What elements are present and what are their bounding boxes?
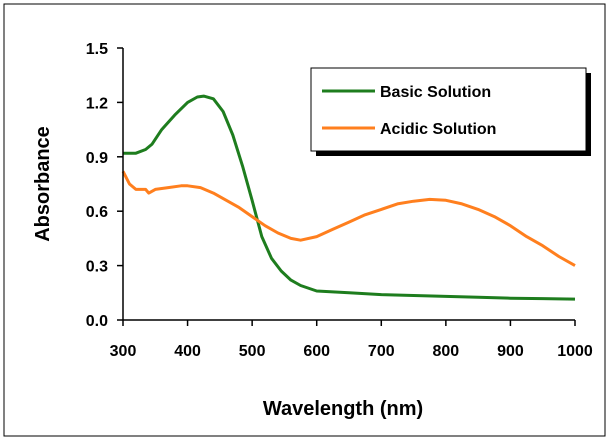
y-axis-title: Absorbance (32, 126, 54, 242)
y-tick-label: 1.5 (86, 41, 108, 58)
y-tick-label: 0.3 (86, 259, 108, 276)
y-tick-label: 0.0 (86, 313, 108, 330)
x-tick-label: 800 (433, 343, 460, 360)
y-tick-label: 0.6 (86, 204, 108, 221)
tick-layer: 300 400 500 600 700 800 900 1000 0.0 0.3 0.6 0.9 1.2… (86, 41, 593, 360)
series-line-acidic-solution (121, 170, 576, 267)
x-tick-label: 500 (239, 343, 266, 360)
series-layer (121, 94, 576, 301)
legend-box (310, 67, 587, 152)
y-tick-label: 1.2 (86, 95, 108, 112)
legend: Basic Solution Acidic Solution (310, 67, 591, 156)
x-tick-label: 700 (368, 343, 395, 360)
x-tick-label: 600 (303, 343, 330, 360)
x-tick-label: 1000 (557, 343, 593, 360)
x-tick-label: 300 (110, 343, 137, 360)
legend-label-acidic-solution: Acidic Solution (380, 121, 496, 138)
y-tick-label: 0.9 (86, 150, 108, 167)
x-tick-label: 400 (174, 343, 201, 360)
x-axis-title: Wavelength (nm) (263, 398, 423, 420)
x-tick-label: 900 (497, 343, 524, 360)
legend-label-basic-solution: Basic Solution (380, 84, 491, 101)
